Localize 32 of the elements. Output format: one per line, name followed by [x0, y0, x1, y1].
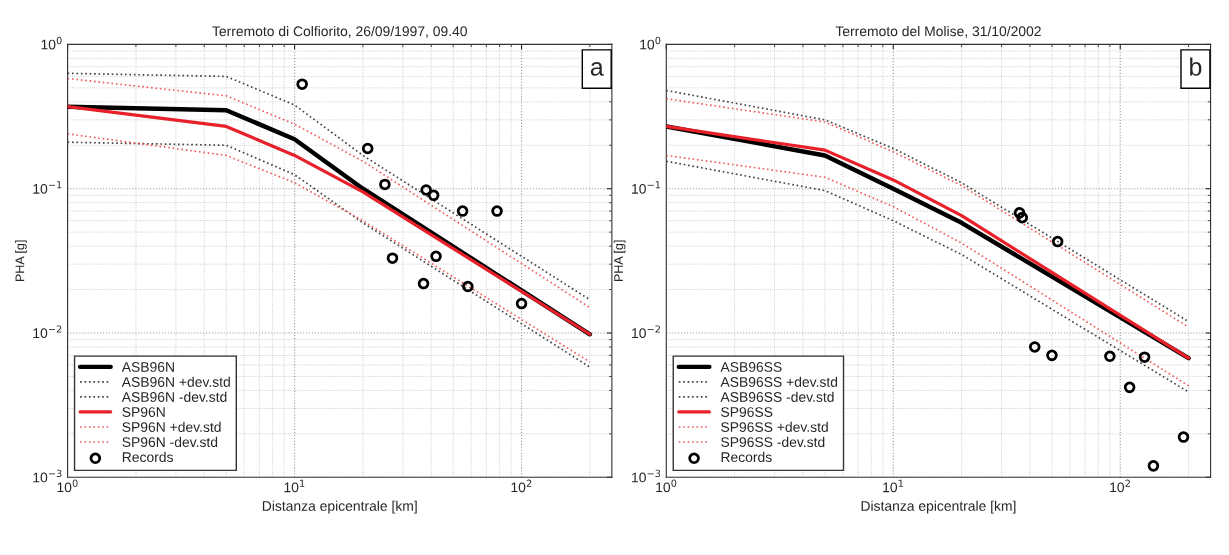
legend-label: Records	[122, 451, 173, 463]
legend-label: ASB96N -dev.std	[121, 391, 227, 402]
x-axis-title: Distanza epicentrale [km]	[861, 500, 1016, 514]
chart-title: Terremoto di Colfiorito, 26/09/1997, 09.40	[212, 26, 467, 38]
legend-label: SP96SS	[721, 407, 773, 417]
annotation: a	[590, 62, 604, 76]
legend-label: ASB96SS +dev.std	[720, 376, 838, 387]
annotation: b	[1190, 57, 1202, 76]
legend-label: SP96N -dev.std	[122, 436, 218, 448]
legend-label: ASB96SS	[720, 362, 782, 372]
y-tick-label: 10$^{−1}$	[632, 181, 661, 194]
legend-label: ASB96N	[121, 362, 174, 372]
y-tick-label: 10$^{0}$	[640, 36, 661, 50]
legend-label: SP96N +dev.std	[122, 421, 221, 432]
legend-label: SP96SS +dev.std	[721, 421, 828, 432]
y-tick-label: 10$^{−1}$	[33, 181, 62, 194]
y-tick-label: 10$^{−2}$	[33, 325, 62, 339]
legend-label: SP96N	[122, 407, 165, 417]
x-tick-label: 10$^{1}$	[284, 479, 305, 493]
legend-label: Records	[721, 451, 772, 463]
y-tick-label: 10$^{−2}$	[632, 325, 660, 339]
y-axis-title: PHA [g]	[15, 240, 27, 282]
x-tick-label: 10$^{2}$	[1110, 479, 1130, 493]
legend-label: ASB96SS -dev.std	[720, 391, 834, 402]
legend-label: ASB96N +dev.std	[121, 376, 230, 387]
y-axis-title: PHA [g]	[613, 240, 626, 282]
x-axis-title: Distanza epicentrale [km]	[262, 500, 417, 514]
chart-title: Terremoto del Molise, 31/10/2002	[835, 26, 1041, 38]
x-tick-label: 10$^{1}$	[883, 479, 904, 493]
legend-label: SP96SS -dev.std	[721, 436, 825, 448]
y-tick-label: 10$^{0}$	[41, 36, 62, 50]
x-tick-label: 10$^{2}$	[511, 479, 532, 493]
